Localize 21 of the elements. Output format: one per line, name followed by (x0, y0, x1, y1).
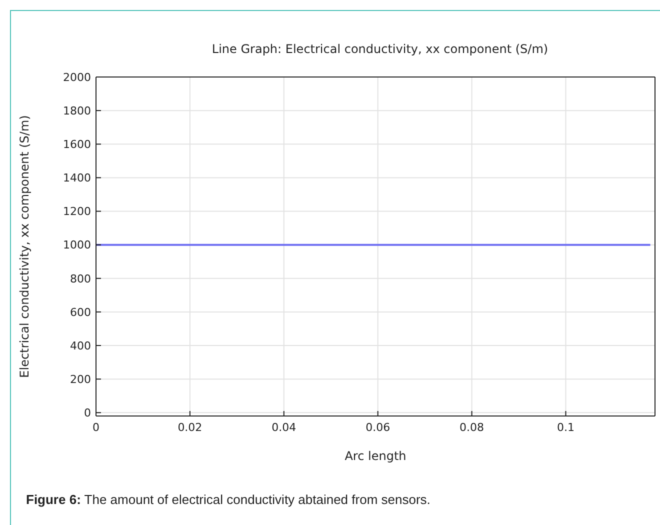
x-tick-label: 0.08 (460, 420, 484, 434)
y-tick-label: 800 (70, 272, 91, 286)
y-tick-label: 1000 (63, 238, 91, 252)
x-tick-label: 0.04 (272, 420, 296, 434)
y-tick-label: 1800 (63, 104, 91, 118)
y-tick-label: 1400 (63, 172, 91, 185)
y-tick-label: 1600 (63, 138, 91, 152)
y-tick-label: 1200 (63, 205, 91, 218)
y-tick-label: 200 (70, 372, 91, 386)
x-tick-label: 0.02 (178, 420, 202, 434)
x-tick-label: 0.06 (366, 420, 390, 434)
y-tick-label: 2000 (63, 70, 91, 84)
y-tick-label: 400 (70, 339, 91, 352)
x-tick-label: 0.1 (557, 420, 574, 434)
x-axis-title: Arc length (344, 449, 406, 463)
y-tick-label: 0 (84, 406, 91, 420)
y-tick-label: 600 (70, 306, 91, 319)
chart-title: Line Graph: Electrical conductivity, xx component (S/m) (210, 42, 550, 56)
x-tick-label: 0 (92, 420, 100, 434)
y-axis-title: Electrical conductivity, xx component (S/m) (17, 115, 32, 378)
caption: Figure 6: The amount of electrical conductivity abtained from sensors. (26, 492, 430, 507)
